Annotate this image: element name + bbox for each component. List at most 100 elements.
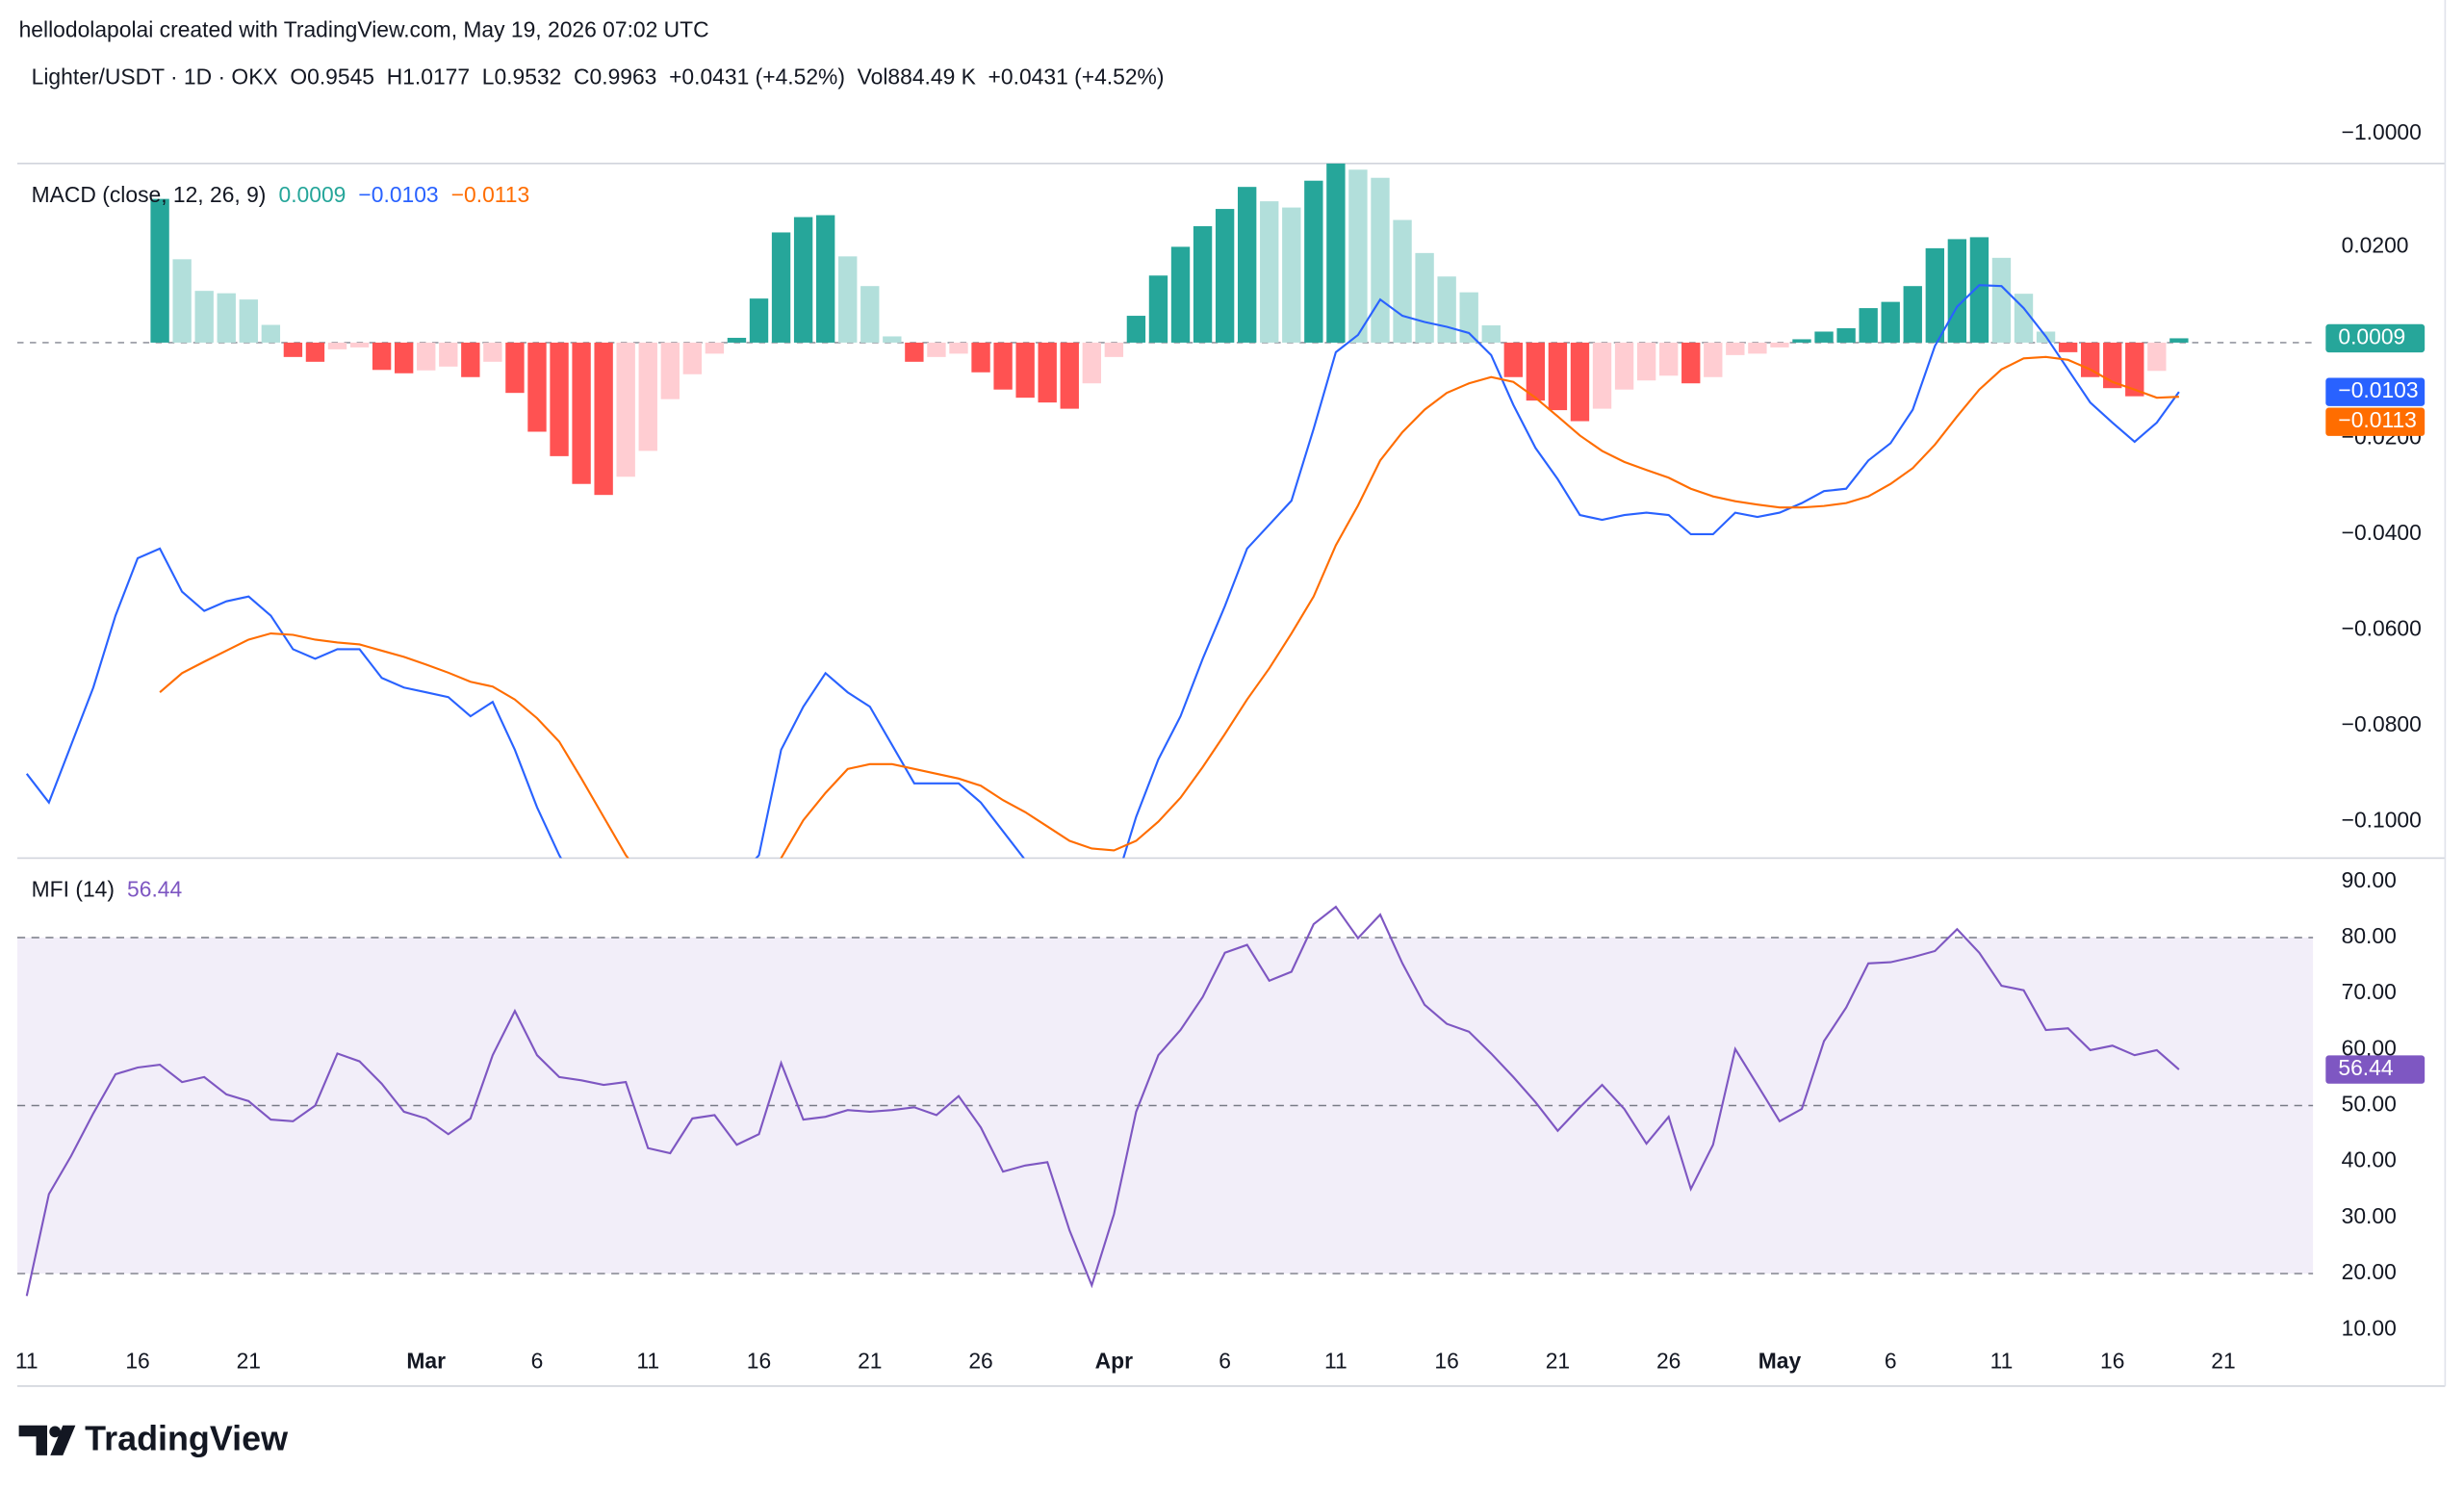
x-tick-label: 21 (237, 1349, 261, 1374)
histogram-bar (1481, 325, 1501, 343)
y-tick-label: −0.0600 (2342, 616, 2422, 641)
histogram-bar (838, 256, 858, 343)
x-tick-label: May (1758, 1349, 1802, 1374)
histogram-bar (483, 342, 502, 362)
brand-name: TradingView (85, 1419, 288, 1458)
histogram-bar (1881, 301, 1900, 343)
histogram-bar (927, 342, 946, 357)
histogram-bar (239, 299, 258, 343)
legend-value: 0.0009 (278, 182, 346, 207)
histogram-bar (439, 342, 458, 367)
histogram-bar (1658, 342, 1679, 376)
y-tick-label: −0.1000 (2342, 808, 2422, 833)
histogram-bar (1326, 163, 1346, 343)
logo-mark (50, 1425, 76, 1455)
histogram-bar (1704, 342, 1723, 377)
histogram-bar (1060, 342, 1079, 409)
histogram-bar (1437, 276, 1456, 343)
x-tick-label: 6 (531, 1349, 544, 1374)
attribution: hellodolapolai created with TradingView.… (19, 17, 709, 42)
histogram-bar (705, 342, 725, 354)
y-tick-label: 10.00 (2342, 1315, 2397, 1340)
histogram-bar (1548, 342, 1568, 411)
histogram-bar (815, 215, 835, 343)
histogram-bar (1082, 342, 1101, 384)
indicator-line (159, 355, 2179, 859)
overlay: 11 16 21 Mar 6 11 16 21 26 Apr 6 11 16 21 26 May 6 11 16 21… (15, 182, 2426, 1374)
x-tick-label: 6 (1219, 1349, 1231, 1374)
histogram-bar (1304, 180, 1323, 343)
histogram-bar (1415, 252, 1434, 343)
histogram-bar (1104, 342, 1124, 357)
last-value-tag (2325, 377, 2426, 406)
histogram-bar (1038, 342, 1057, 403)
histogram-bar (2169, 338, 2189, 343)
histogram-bar (1503, 342, 1523, 377)
x-tick-label: 26 (1656, 1349, 1681, 1374)
mfi-line (25, 905, 2180, 1297)
histogram-bar (327, 342, 347, 349)
histogram-bar (394, 342, 414, 373)
histogram-bar (1459, 292, 1478, 343)
histogram-bar (616, 342, 635, 477)
histogram-bar (1126, 316, 1146, 343)
legend-value: 56.44 (127, 877, 182, 902)
last-value-tag (2325, 407, 2426, 436)
histogram-bar (905, 342, 924, 362)
histogram-bar (727, 337, 747, 343)
last-value-label: 0.0009 (2338, 323, 2405, 348)
histogram-bar (771, 232, 791, 343)
logo-mark (18, 1425, 47, 1455)
histogram-bar (1348, 169, 1368, 343)
histogram-bar (682, 342, 703, 374)
histogram-bar (1526, 342, 1546, 401)
histogram-bar (217, 293, 236, 343)
histogram-bar (1015, 342, 1035, 399)
histogram-bar (1748, 342, 1767, 354)
x-tick-label: 6 (1885, 1349, 1897, 1374)
histogram-bar (1969, 237, 1989, 343)
histogram-bar (2014, 294, 2034, 343)
brand-logo: TradingView (18, 1419, 288, 1458)
histogram-bar (949, 342, 968, 354)
legend-value: −0.0113 (451, 182, 530, 207)
x-tick-label: 16 (2100, 1349, 2124, 1374)
histogram-bar (1991, 257, 2012, 343)
x-tick-label: 11 (15, 1349, 38, 1374)
histogram-bar (883, 336, 902, 343)
mfi-pane (16, 905, 2314, 1297)
y-tick-label: 20.00 (2342, 1259, 2397, 1284)
histogram-bar (261, 324, 281, 343)
histogram-bar (1215, 209, 1235, 343)
histogram-bar (505, 342, 525, 394)
histogram-bar (2125, 342, 2144, 397)
histogram-bar (860, 286, 880, 343)
histogram-bar (1770, 342, 1789, 348)
y-tick-label: 70.00 (2342, 979, 2397, 1004)
y-tick-label: 90.00 (2342, 867, 2397, 892)
histogram-bar (417, 342, 436, 371)
histogram-bar (372, 342, 392, 371)
x-tick-label: 16 (125, 1349, 149, 1374)
histogram-bar (1614, 342, 1634, 390)
y-tick-label: 50.00 (2342, 1092, 2397, 1117)
histogram-bar (1814, 331, 1834, 343)
x-tick-label: Mar (406, 1349, 446, 1374)
histogram-bar (1859, 308, 1878, 343)
histogram-bar (2080, 342, 2100, 377)
histogram-bar (1193, 225, 1213, 343)
histogram-bar (1636, 342, 1656, 381)
histogram-bar (349, 342, 370, 348)
histogram-bar (2058, 342, 2078, 352)
last-value-label: −0.0103 (2338, 377, 2418, 402)
histogram-bar (2103, 342, 2122, 389)
histogram-bar (1371, 177, 1390, 343)
histogram-bar (1237, 187, 1257, 343)
x-tick-label: Apr (1095, 1349, 1133, 1374)
y-tick-label: −0.0800 (2342, 711, 2422, 736)
histogram-bar (594, 342, 613, 496)
histogram-bar (1836, 327, 1856, 343)
histogram-bar (572, 342, 591, 484)
indicator-title: MFI (14) (32, 877, 115, 902)
histogram-bar (1903, 286, 1922, 343)
